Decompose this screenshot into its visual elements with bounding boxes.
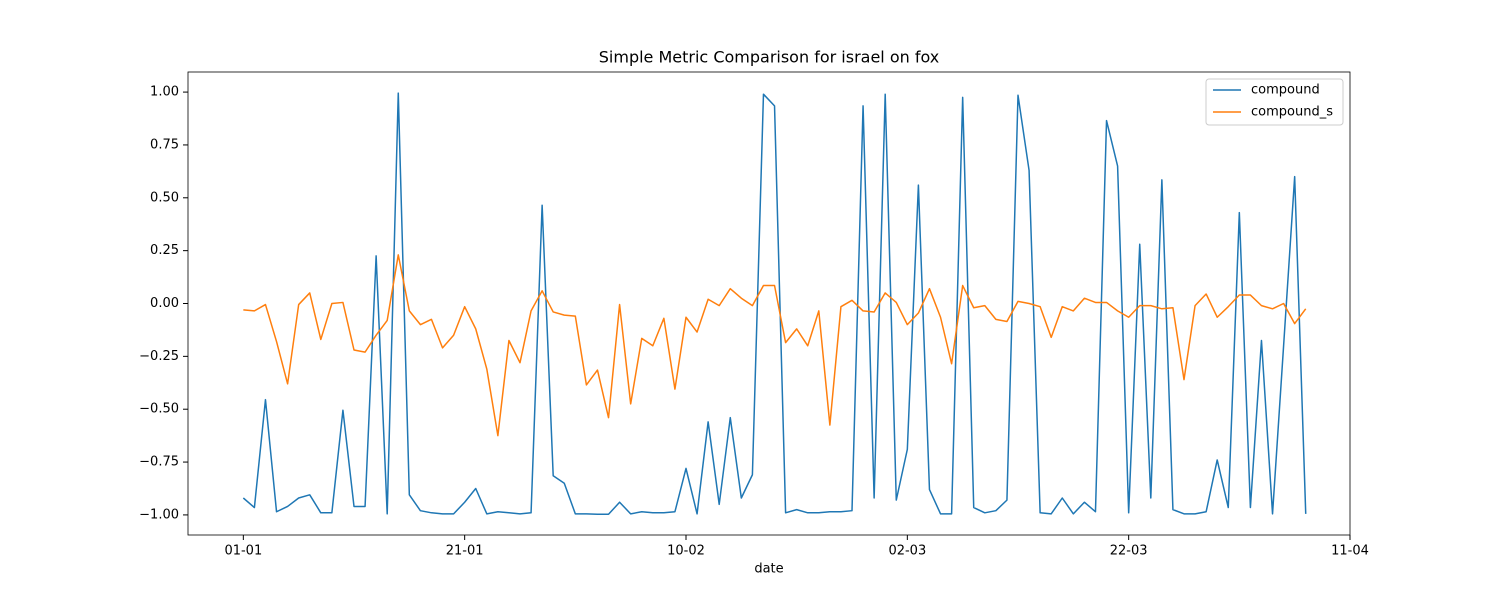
y-tick-label: −0.75 <box>139 455 179 470</box>
legend-label: compound_s <box>1251 105 1333 120</box>
chart-title: Simple Metric Comparison for israel on f… <box>599 48 939 67</box>
x-tick-label: 22-03 <box>1110 544 1148 559</box>
y-tick-label: 1.00 <box>150 85 179 100</box>
legend-label: compound <box>1251 83 1320 98</box>
axes-frame <box>187 71 1351 536</box>
line-series <box>243 254 1307 437</box>
y-tick-label: −0.25 <box>139 349 179 364</box>
x-tick-label: 11-04 <box>1331 544 1369 559</box>
y-tick-label: 0.75 <box>150 137 179 152</box>
y-tick-label: −1.00 <box>139 507 179 522</box>
y-tick-label: −0.50 <box>139 402 179 417</box>
x-tick-label: 21-01 <box>446 544 484 559</box>
x-tick-label: 02-03 <box>888 544 926 559</box>
x-axis-label: date <box>754 562 783 577</box>
line-series <box>242 92 1307 516</box>
y-tick-label: 0.00 <box>150 296 179 311</box>
x-tick-label: 10-02 <box>667 544 705 559</box>
y-tick-label: 0.50 <box>150 190 179 205</box>
x-tick-label: 01-01 <box>224 544 262 559</box>
y-tick-label: 0.25 <box>150 243 179 258</box>
